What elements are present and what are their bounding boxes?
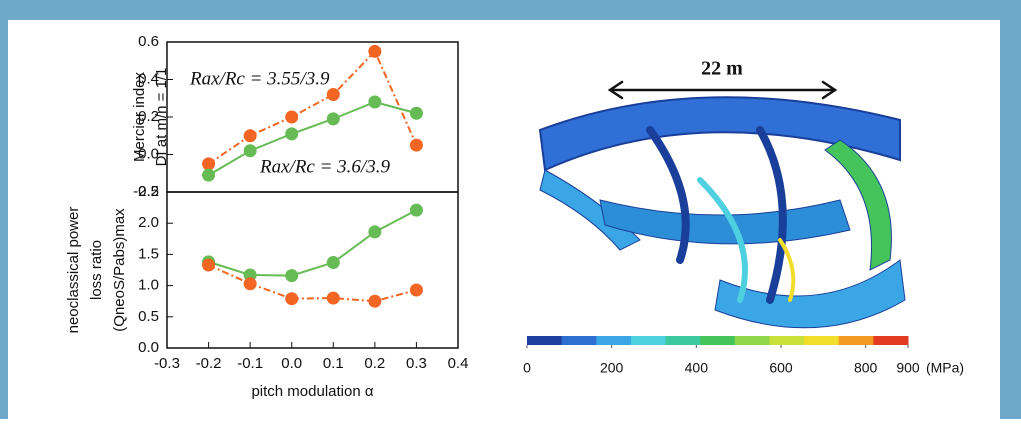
colorbar-segment: [666, 336, 701, 345]
colorbar-segment: [700, 336, 735, 345]
colorbar-segment: [839, 336, 874, 345]
series-annotation: Rax/Rc = 3.55/3.9: [189, 68, 330, 89]
marker: [410, 107, 423, 120]
marker: [327, 256, 340, 269]
y-tick-label: 0.0: [138, 339, 159, 356]
x-tick-label: 0.3: [406, 355, 427, 372]
colorbar-segment: [596, 336, 631, 345]
x-tick-label: -0.2: [196, 355, 222, 372]
series-annotation: Rax/Rc = 3.6/3.9: [259, 156, 390, 177]
colorbar-tick-label: 900: [896, 360, 920, 376]
marker: [285, 292, 298, 305]
marker: [202, 259, 215, 272]
colorbar-tick-label: 0: [523, 360, 531, 376]
x-tick-label: 0.0: [281, 355, 302, 372]
marker: [285, 127, 298, 140]
y-axis-label: Mercier index: [131, 71, 148, 162]
y-tick-label: 2.5: [138, 183, 159, 200]
marker: [368, 45, 381, 58]
colorbar-tick-label: 400: [685, 360, 709, 376]
marker: [410, 139, 423, 152]
y-tick-label: 1.5: [138, 245, 159, 262]
marker: [327, 112, 340, 125]
marker: [368, 225, 381, 238]
x-tick-label: 0.2: [364, 355, 385, 372]
x-tick-label: -0.3: [154, 355, 180, 372]
y-axis-label: loss ratio: [88, 240, 105, 300]
colorbar-segment: [873, 336, 908, 345]
marker: [244, 277, 257, 290]
x-tick-label: 0.1: [323, 355, 344, 372]
x-tick-label: 0.4: [448, 355, 469, 372]
marker: [410, 283, 423, 296]
marker: [285, 111, 298, 124]
marker: [368, 295, 381, 308]
colorbar-unit: (MPa): [926, 360, 964, 376]
colorbar-segment: [735, 336, 770, 345]
colorbar-segment: [562, 336, 597, 345]
y-tick-label: 2.0: [138, 214, 159, 231]
colorbar-segment: [804, 336, 839, 345]
marker: [368, 96, 381, 109]
marker: [327, 88, 340, 101]
page: 22 m (MPa) -0.2 0.0 0.2 0.4 0.6 Mercier index…: [0, 0, 1021, 419]
colorbar-tick-label: 600: [769, 360, 793, 376]
y-tick-label: 0.6: [138, 33, 159, 50]
y-tick-label: 1.0: [138, 277, 159, 294]
marker: [285, 269, 298, 282]
y-axis-label: neoclassical power: [65, 207, 82, 334]
x-tick-label: -0.1: [237, 355, 263, 372]
scale-label: 22 m: [701, 58, 743, 80]
x-axis-label: pitch modulation α: [251, 383, 373, 400]
y-tick-label: 0.5: [138, 308, 159, 325]
marker: [244, 129, 257, 142]
marker: [202, 169, 215, 182]
colorbar-segment: [527, 336, 562, 345]
marker: [202, 157, 215, 170]
colorbar-tick-label: 800: [854, 360, 878, 376]
colorbar-segment: [769, 336, 804, 345]
colorbar-segment: [631, 336, 666, 345]
y-axis-label: (QneoS/Pabs)max: [111, 208, 128, 332]
marker: [327, 292, 340, 305]
marker: [410, 204, 423, 217]
y-axis-label: DI at m/n = 1/1: [153, 68, 170, 167]
marker: [244, 144, 257, 157]
colorbar-tick-label: 200: [600, 360, 624, 376]
